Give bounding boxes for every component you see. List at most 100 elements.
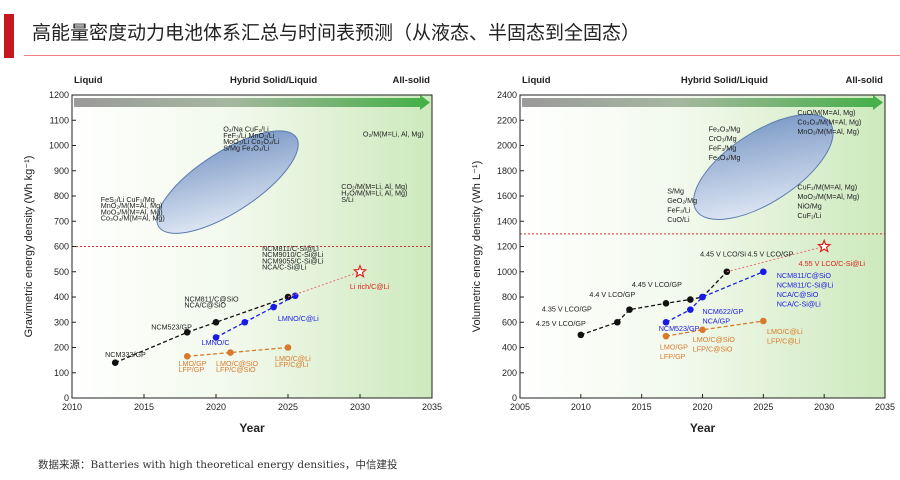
annotation-label: GeO₂/Mg — [667, 196, 697, 205]
x-tick-label: 2020 — [206, 402, 226, 412]
phase-arrow-body — [522, 98, 873, 107]
annotation-label: FeF₃/Mg — [709, 144, 737, 153]
annotation-label: NCM622/GP — [703, 307, 744, 316]
y-tick-label: 1100 — [50, 115, 69, 125]
target-star-marker — [352, 264, 368, 278]
data-point — [687, 306, 694, 313]
annotation-label: S/Mg — [667, 186, 684, 195]
annotation-label: FeF₃/Li — [667, 205, 691, 214]
annotation-label: Li rich/C@Li — [350, 282, 390, 291]
annotation-label: 4.45 V LCO/GP — [632, 280, 682, 289]
chart-panel-2: Liquid Hybrid Solid/Liquid All-solid 2005 20… — [471, 75, 895, 435]
data-point — [284, 344, 292, 351]
annotation-label: Fe₂O₃/Mg — [709, 125, 741, 134]
x-tick-label: 2035 — [875, 402, 895, 412]
annotation-label: LFP/C@Li — [275, 360, 309, 369]
annotation-label: LMNO/C — [202, 338, 230, 347]
data-point — [111, 359, 119, 366]
data-point — [227, 349, 234, 356]
phase-label: All-solid — [393, 75, 431, 86]
phase-label: Hybrid Solid/Liquid — [230, 75, 317, 86]
title-divider — [24, 55, 900, 56]
x-tick-label: 2010 — [571, 402, 591, 412]
series-line — [215, 295, 296, 338]
x-tick-label: 2020 — [692, 402, 712, 412]
data-point — [183, 329, 191, 336]
x-axis-label: Year — [239, 421, 265, 435]
future-chemistry-ellipse — [156, 130, 299, 234]
series-line — [726, 246, 825, 273]
data-point — [270, 303, 277, 311]
annotation-label: NCM811/C-Si@Li — [777, 281, 834, 290]
phase-label: Hybrid Solid/Liquid — [681, 75, 768, 86]
annotation-label: MnO₂/M(M=Al, Mg) — [101, 201, 163, 210]
data-point — [760, 268, 767, 276]
data-point — [212, 334, 220, 341]
annotation-label: 4.4 V LCO/GP — [589, 290, 635, 299]
data-point — [760, 317, 767, 325]
y-tick-label: 600 — [54, 242, 69, 252]
annotation-label: MoO₃/M(M=Al, Mg) — [101, 207, 163, 216]
y-tick-label: 500 — [54, 267, 69, 277]
x-axis-label: Year — [690, 421, 716, 435]
annotation-label: H₂O/M(M=Li, Al, Mg) — [341, 188, 407, 197]
annotation-label: MoO₃/Li Co₃O₄/Li — [223, 137, 280, 146]
data-point — [212, 318, 220, 326]
x-tick-label: 2015 — [632, 402, 652, 412]
annotation-label: CO₂/M(M=Li, Al, Mg) — [341, 182, 407, 191]
phase-arrow-body — [74, 98, 420, 107]
annotation-label: LFP/C@SiO — [693, 344, 733, 353]
annotation-label: LFP/C@SiO — [216, 365, 256, 374]
phase-label: Liquid — [522, 75, 551, 86]
y-tick-label: 2400 — [497, 90, 517, 100]
annotation-label: 4.35 V LCO/GP — [542, 305, 592, 314]
annotation-label: FeF₃/Li MnO₂/Li — [223, 131, 275, 140]
data-point — [662, 318, 670, 326]
y-tick-label: 1000 — [497, 267, 517, 277]
target-star-marker — [816, 238, 832, 253]
annotation-label: LMNO/C@Li — [278, 314, 319, 323]
page-title: 高能量密度动力电池体系汇总与时间表预测（从液态、半固态到全固态） — [32, 22, 641, 44]
y-tick-label: 1200 — [49, 90, 69, 100]
annotation-label: NiO/Mg — [797, 202, 821, 211]
data-point — [626, 306, 633, 313]
phase-arrow-head — [420, 95, 430, 110]
annotation-label: CuF₂/Li — [797, 211, 821, 220]
annotation-label: O₂/M(M=Li, Al, Mg) — [363, 130, 424, 139]
annotation-label: NCM811/C-Si@Li — [262, 244, 319, 253]
x-tick-label: 2015 — [134, 402, 154, 412]
y-tick-label: 700 — [54, 216, 69, 226]
annotation-label: NCM523/GP — [151, 322, 192, 331]
y-tick-label: 1400 — [497, 216, 517, 226]
annotation-label: LFP/C@Li — [767, 337, 801, 346]
annotation-label: NCA/C@SiO — [184, 301, 226, 310]
phase-label: All-solid — [846, 75, 884, 86]
x-tick-label: 2010 — [62, 402, 82, 412]
annotation-label: 4.45 V LCO/Si — [700, 250, 746, 259]
y-tick-label: 800 — [54, 191, 69, 201]
y-tick-label: 2000 — [497, 141, 517, 151]
y-tick-label: 200 — [502, 368, 517, 378]
annotation-label: NCA/C@SiO — [777, 290, 819, 299]
y-tick-label: 800 — [502, 292, 517, 302]
annotation-label: Co₃O₄/M(M=Al, Mg) — [797, 118, 861, 127]
annotation-label: 4.55 V LCO/C-Si@Li — [799, 259, 866, 268]
annotation-label: LMO/GP — [179, 359, 207, 368]
title-bar: 高能量密度动力电池体系汇总与时间表预测（从液态、半固态到全固态） — [0, 0, 900, 60]
data-point — [662, 332, 670, 340]
annotation-label: NCM523/GP — [659, 324, 700, 333]
annotation-label: MoO₃/M(M=Al, Mg) — [797, 192, 859, 201]
annotation-label: LFP/GP — [660, 352, 686, 361]
annotation-label: Co₃O₄/M(M=Al, Mg) — [101, 214, 165, 223]
annotation-label: LFP/GP — [179, 365, 205, 374]
source-note: 数据来源：Batteries with high theoretical ene… — [38, 459, 398, 471]
y-tick-label: 1200 — [497, 242, 517, 252]
annotation-label: NCM9055/C-Si@Li — [262, 256, 324, 265]
y-tick-label: 600 — [502, 317, 517, 327]
annotation-label: 4.5 V LCO/GP — [748, 250, 794, 259]
annotation-label: NCA/C-Si@Li — [262, 263, 306, 272]
data-point — [241, 318, 249, 326]
y-tick-label: 100 — [54, 368, 69, 378]
annotation-label: FeS₂/Li CuF₂/Mg — [101, 195, 155, 204]
y-axis-label: Volumetric energy density (Wh L⁻¹) — [471, 161, 483, 332]
